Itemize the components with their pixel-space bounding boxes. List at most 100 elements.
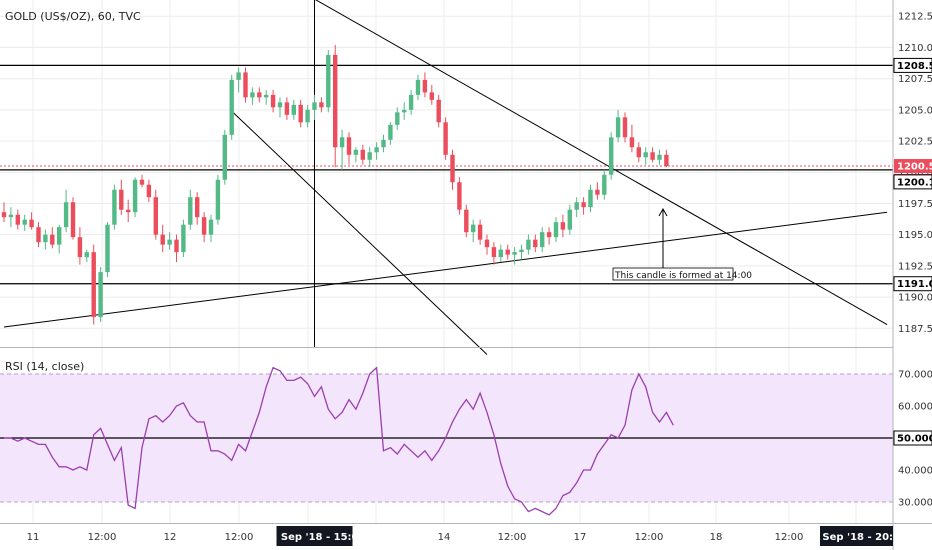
- candle-body: [146, 184, 152, 198]
- candle-body: [77, 237, 83, 258]
- candle-body: [553, 222, 559, 238]
- candle-body: [236, 72, 241, 80]
- candle-body: [126, 209, 131, 213]
- candle-body: [98, 272, 103, 318]
- rsi-tick-label: 30.0000: [898, 498, 932, 509]
- candle-body: [540, 232, 545, 248]
- candle-body: [664, 154, 669, 167]
- candle-body: [333, 54, 338, 148]
- time-tick-label: 12: [164, 532, 177, 543]
- candle-body: [208, 219, 214, 235]
- candle-body: [609, 137, 614, 175]
- candle-body: [188, 197, 193, 225]
- candle-body: [650, 152, 655, 160]
- candle-body: [8, 214, 14, 218]
- candle-body: [408, 94, 414, 110]
- candle-body: [491, 247, 497, 258]
- time-cursor-box: [276, 526, 353, 546]
- candle-body: [567, 209, 572, 230]
- candle-body: [402, 109, 407, 113]
- candle-body: [132, 179, 138, 213]
- candle-body: [477, 224, 483, 240]
- candle-body: [519, 249, 524, 253]
- rsi-axis[interactable]: 70.0000 60.0000 50.0000 40.0000 30.0000: [893, 370, 932, 509]
- candle-body: [533, 239, 538, 248]
- candle-body: [422, 79, 428, 93]
- candle-body: [195, 197, 200, 218]
- candle-body: [119, 189, 124, 210]
- candle-body: [312, 102, 317, 110]
- candle-body: [319, 102, 324, 108]
- candle-body: [105, 224, 110, 273]
- candle-body: [70, 202, 76, 238]
- trendline: [231, 110, 488, 355]
- price-tick-label: 1202.50: [898, 137, 932, 148]
- candle-body: [588, 189, 593, 208]
- price-tag-box: [894, 159, 932, 174]
- candle-body: [374, 147, 379, 153]
- candle-body: [160, 234, 165, 245]
- candle-body: [112, 189, 117, 225]
- time-tick-label: 18: [710, 532, 723, 543]
- candle-body: [629, 137, 635, 148]
- candle-body: [636, 147, 641, 158]
- candle-body: [450, 154, 455, 183]
- candle-body: [91, 252, 96, 318]
- candle-body: [574, 202, 579, 210]
- candle-body: [63, 202, 69, 228]
- candle-body: [222, 134, 227, 180]
- candle-body: [229, 79, 234, 135]
- candle-body: [602, 174, 607, 195]
- candle-body: [139, 179, 145, 185]
- annotation-text: This candle is formed at 14:00: [614, 271, 752, 281]
- price-tick-label: 1197.50: [898, 199, 932, 210]
- candle-body: [526, 239, 531, 250]
- candle-body: [50, 234, 55, 245]
- price-tick-label: 1192.50: [898, 261, 932, 272]
- price-axis[interactable]: 1212.50 1210.00 1207.50 1205.00 1202.50 1200.…: [893, 12, 932, 335]
- candle-body: [243, 72, 248, 98]
- candle-body: [581, 202, 586, 208]
- price-tick-label: 1190.00: [898, 293, 932, 304]
- rsi-tick-label: 70.0000: [898, 370, 932, 381]
- rsi-tick-label: 60.0000: [898, 402, 932, 413]
- candle-body: [505, 249, 510, 255]
- time-axis[interactable]: 1112:001212:00131412:001712:001812:0013 …: [27, 526, 907, 546]
- trendlines: [3, 0, 888, 355]
- candle-body: [367, 152, 372, 160]
- time-tick-label: 12:00: [635, 532, 664, 543]
- time-end-box: [820, 526, 893, 546]
- candle-body: [57, 227, 62, 245]
- candle-body: [388, 124, 393, 140]
- candle-body: [215, 179, 221, 220]
- rsi-polyline: [4, 366, 674, 516]
- candle-body: [429, 92, 434, 100]
- candle-body: [22, 219, 27, 225]
- price-tick-label: 1200.00: [898, 168, 932, 179]
- candle-body: [464, 209, 469, 233]
- rsi-tick-label: 50.0000: [897, 434, 932, 445]
- candle-body: [512, 252, 517, 255]
- candle-body: [284, 102, 290, 115]
- candle-body: [622, 117, 628, 138]
- time-tick-label: 12:00: [225, 532, 254, 543]
- annotation: This candle is formed at 14:00: [612, 207, 752, 281]
- trendline: [3, 211, 888, 328]
- candle-body: [346, 137, 352, 155]
- candle-body: [15, 214, 20, 225]
- time-tick-label: 12:00: [498, 532, 527, 543]
- candle-body: [471, 224, 476, 233]
- candle-body: [167, 239, 172, 245]
- price-tag-label: 1191.07: [897, 279, 932, 290]
- candle-body: [298, 104, 303, 123]
- chart-title: GOLD (US$/OZ), 60, TVC: [5, 10, 141, 23]
- candle-body: [457, 182, 462, 210]
- candle-body: [29, 219, 34, 228]
- candle-body: [560, 222, 566, 230]
- candle-body: [291, 104, 296, 115]
- price-tag-label: 1208.56: [897, 61, 932, 72]
- price-tick-label: 1187.50: [898, 324, 932, 335]
- rsi-label: RSI (14, close): [5, 360, 84, 373]
- time-tick-label: 12:00: [775, 532, 804, 543]
